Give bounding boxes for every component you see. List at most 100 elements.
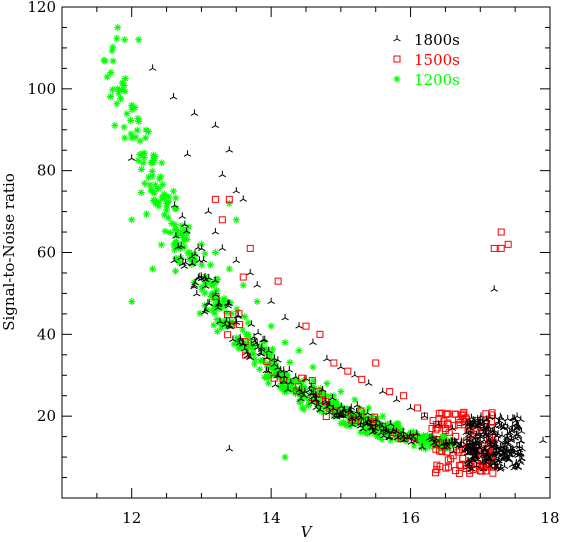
- data-point: [359, 425, 367, 432]
- data-point: [497, 414, 506, 422]
- data-point: [384, 428, 393, 435]
- data-point: [271, 380, 280, 388]
- data-point: [114, 23, 122, 31]
- data-point: [323, 354, 331, 362]
- data-point: [155, 202, 163, 210]
- data-point: [469, 452, 477, 459]
- data-point: [490, 436, 498, 444]
- data-point: [487, 442, 496, 450]
- data-point: [234, 311, 242, 318]
- data-point: [498, 431, 506, 438]
- data-point: [459, 410, 467, 418]
- data-point: [118, 79, 126, 87]
- data-point: [486, 462, 494, 469]
- data-point: [264, 379, 272, 387]
- y-tick-label: 20: [37, 407, 56, 425]
- data-point: [351, 371, 359, 378]
- data-point: [140, 154, 148, 162]
- data-point: [441, 426, 449, 434]
- data-point: [188, 259, 196, 267]
- data-point: [459, 454, 467, 462]
- data-point: [328, 394, 337, 401]
- data-point: [253, 298, 261, 306]
- data-point: [426, 434, 434, 441]
- data-point: [339, 407, 348, 414]
- data-point: [220, 295, 228, 303]
- data-point: [483, 415, 491, 422]
- data-point: [285, 366, 294, 373]
- data-point: [246, 268, 254, 276]
- series-1800s: [127, 64, 547, 472]
- data-point: [479, 464, 488, 472]
- data-point: [263, 357, 271, 365]
- data-point: [239, 195, 247, 202]
- data-point: [156, 175, 164, 183]
- data-point: [267, 297, 275, 305]
- data-point: [128, 101, 136, 109]
- data-point: [270, 374, 278, 382]
- data-point: [307, 389, 316, 396]
- data-point: [204, 298, 212, 306]
- data-point: [121, 75, 129, 83]
- data-point: [188, 252, 196, 260]
- data-point: [225, 146, 234, 153]
- data-point: [316, 330, 324, 338]
- data-point: [247, 320, 256, 327]
- data-point: [344, 367, 352, 375]
- data-point: [229, 317, 237, 325]
- data-point: [212, 290, 220, 298]
- data-point: [499, 424, 508, 431]
- data-point: [414, 404, 422, 412]
- legend: 1800s 1500s 1200s: [393, 31, 460, 89]
- y-tick-labels: 20 40 60 80 100 120: [27, 0, 56, 425]
- data-point: [185, 255, 193, 263]
- legend-label: 1500s: [414, 51, 460, 69]
- data-point: [265, 346, 273, 354]
- data-point: [218, 324, 226, 332]
- data-point: [309, 363, 317, 371]
- data-point: [236, 335, 245, 343]
- data-point: [349, 414, 357, 422]
- data-point: [183, 150, 192, 157]
- data-point: [127, 130, 135, 138]
- data-point: [490, 285, 498, 292]
- data-point: [517, 427, 526, 435]
- data-point: [497, 244, 505, 252]
- data-point: [229, 335, 237, 342]
- data-point: [224, 331, 232, 339]
- data-point: [365, 379, 373, 386]
- data-point: [211, 195, 219, 203]
- data-point: [190, 282, 198, 290]
- data-point: [232, 187, 241, 194]
- data-point: [473, 461, 481, 469]
- data-point: [256, 357, 264, 365]
- x-tick-labels: 12 14 16 18: [122, 509, 559, 527]
- data-point: [281, 313, 289, 321]
- data-point: [149, 158, 157, 166]
- x-tick-label: 12: [122, 509, 141, 527]
- data-point: [149, 151, 157, 159]
- data-point: [365, 404, 373, 412]
- data-point: [441, 424, 449, 432]
- data-point: [177, 253, 185, 261]
- data-point: [211, 276, 219, 283]
- data-point: [161, 227, 169, 235]
- data-point: [216, 317, 224, 325]
- data-point: [295, 322, 303, 329]
- data-point: [232, 318, 241, 325]
- data-point: [223, 311, 231, 319]
- data-point: [198, 261, 206, 269]
- data-point: [113, 100, 121, 108]
- data-point: [204, 207, 213, 215]
- data-point: [170, 187, 178, 195]
- points-layer: [100, 23, 547, 477]
- data-point: [449, 447, 458, 454]
- data-point: [444, 410, 452, 418]
- data-point: [128, 298, 136, 306]
- data-point: [467, 431, 475, 439]
- data-point: [429, 417, 437, 425]
- data-point: [421, 433, 429, 441]
- data-point: [276, 383, 284, 391]
- data-point: [482, 430, 490, 438]
